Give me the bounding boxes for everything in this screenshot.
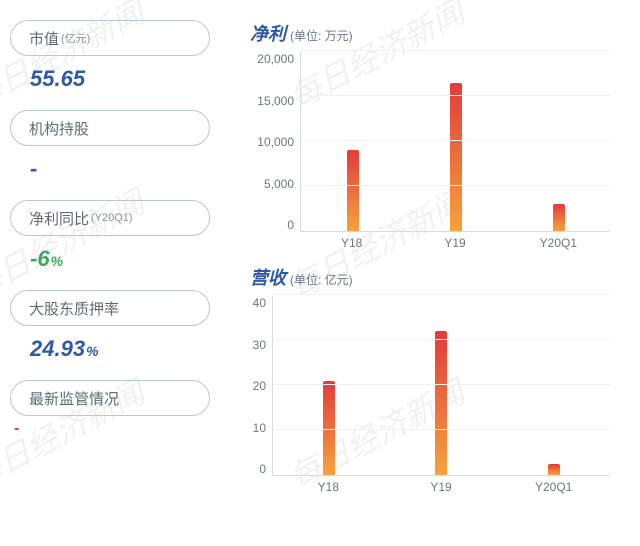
regulatory-value: - [10, 420, 210, 438]
net-profit-yoy-pct: % [51, 253, 63, 269]
bar [548, 464, 560, 475]
pledge-rate-pill: 大股东质押率 [10, 290, 210, 326]
net-profit-plot [300, 52, 610, 232]
net-profit-yoy-suffix: (Y20Q1) [91, 212, 133, 224]
revenue-title: 营收 [250, 264, 286, 290]
ytick-label: 0 [259, 462, 266, 476]
net-profit-yaxis: 20,000 15,000 10,000 5,000 0 [250, 52, 300, 232]
market-cap-value: 55.65 [10, 60, 210, 110]
revenue-chart-area: 40 30 20 10 0 [250, 296, 610, 476]
xtick-label: Y18 [300, 236, 403, 250]
xtick-label: Y20Q1 [497, 480, 610, 494]
net-profit-title: 净利 [250, 20, 286, 46]
revenue-title-row: 营收 (单位: 亿元) [250, 264, 610, 290]
ytick-label: 10 [253, 421, 266, 435]
xtick-label: Y19 [403, 236, 506, 250]
pledge-rate-pct: % [86, 343, 98, 359]
xtick-label: Y18 [272, 480, 385, 494]
ytick-label: 30 [253, 338, 266, 352]
ytick-label: 5,000 [264, 177, 294, 191]
revenue-unit: (单位: 亿元) [290, 271, 353, 288]
ytick-label: 20,000 [257, 52, 294, 66]
market-cap-pill: 市值 (亿元) [10, 20, 210, 56]
net-profit-chart-area: 20,000 15,000 10,000 5,000 0 [250, 52, 610, 232]
net-profit-yoy-value: -6% [10, 240, 210, 290]
ytick-label: 15,000 [257, 94, 294, 108]
revenue-plot [272, 296, 610, 476]
bar-slot [273, 296, 385, 475]
revenue-yaxis: 40 30 20 10 0 [250, 296, 272, 476]
net-profit-chart: 净利 (单位: 万元) 20,000 15,000 10,000 5,000 0 Y18… [250, 20, 610, 250]
bar [347, 150, 359, 231]
net-profit-yoy-label: 净利同比 [29, 208, 89, 229]
axis-spacer [250, 480, 272, 494]
gridline [273, 429, 610, 430]
bar-slot [301, 52, 404, 231]
bar-slot [498, 296, 610, 475]
gridline [273, 339, 610, 340]
pledge-rate-label: 大股东质押率 [29, 298, 119, 319]
pledge-rate-value: 24.93% [10, 330, 210, 380]
gridline [301, 50, 610, 51]
bar [323, 381, 335, 476]
ytick-label: 0 [287, 218, 294, 232]
net-profit-yoy-num: -6 [30, 246, 50, 271]
net-profit-unit: (单位: 万元) [290, 27, 353, 44]
content-root: 市值 (亿元) 55.65 机构持股 - 净利同比 (Y20Q1) -6% 大股… [0, 0, 640, 546]
revenue-chart: 营收 (单位: 亿元) 40 30 20 10 0 Y18Y19Y20Q1 [250, 264, 610, 494]
gridline [301, 95, 610, 96]
inst-holding-value: - [10, 150, 210, 200]
gridline [273, 384, 610, 385]
xtick-label: Y20Q1 [507, 236, 610, 250]
ytick-label: 20 [253, 379, 266, 393]
ytick-label: 10,000 [257, 135, 294, 149]
bar [450, 83, 462, 232]
gridline [273, 294, 610, 295]
gridline [301, 140, 610, 141]
bar-slot [507, 52, 610, 231]
revenue-xlabels: Y18Y19Y20Q1 [272, 480, 610, 494]
bar [435, 331, 447, 475]
net-profit-yoy-pill: 净利同比 (Y20Q1) [10, 200, 210, 236]
bar-slot [404, 52, 507, 231]
revenue-xaxis: Y18Y19Y20Q1 [250, 480, 610, 494]
axis-spacer [250, 236, 300, 250]
regulatory-label: 最新监管情况 [29, 388, 119, 409]
charts-column: 净利 (单位: 万元) 20,000 15,000 10,000 5,000 0 Y18… [220, 0, 640, 546]
bar [553, 204, 565, 231]
gridline [301, 185, 610, 186]
net-profit-xaxis: Y18Y19Y20Q1 [250, 236, 610, 250]
inst-holding-label: 机构持股 [29, 118, 89, 139]
regulatory-pill: 最新监管情况 [10, 380, 210, 416]
ytick-label: 40 [253, 296, 266, 310]
net-profit-xlabels: Y18Y19Y20Q1 [300, 236, 610, 250]
net-profit-title-row: 净利 (单位: 万元) [250, 20, 610, 46]
market-cap-label: 市值 [29, 28, 59, 49]
bar-slot [385, 296, 497, 475]
market-cap-unit: (亿元) [61, 30, 90, 46]
pledge-rate-num: 24.93 [30, 336, 85, 361]
inst-holding-pill: 机构持股 [10, 110, 210, 146]
metrics-column: 市值 (亿元) 55.65 机构持股 - 净利同比 (Y20Q1) -6% 大股… [0, 0, 220, 546]
xtick-label: Y19 [385, 480, 498, 494]
